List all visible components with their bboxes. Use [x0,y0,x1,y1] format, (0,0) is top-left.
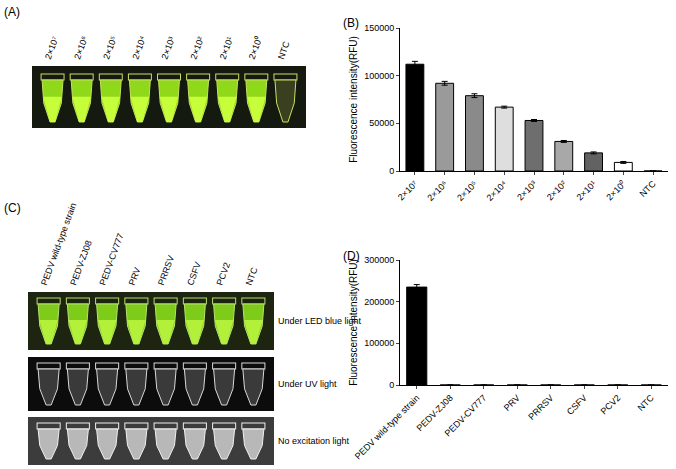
svg-text:PRV: PRV [127,266,143,287]
svg-text:Fluorescence intensity(RFU): Fluorescence intensity(RFU) [348,259,359,386]
svg-text:PRRSV: PRRSV [156,254,176,287]
svg-text:Fluorescence intensity(RFU): Fluorescence intensity(RFU) [348,36,359,163]
svg-text:2×10²: 2×10² [189,35,206,60]
svg-text:CSFV: CSFV [185,261,203,287]
svg-text:NTC: NTC [276,39,292,60]
svg-text:Under UV light: Under UV light [278,379,337,389]
svg-text:PRV: PRV [502,393,522,413]
svg-text:2×10⁴: 2×10⁴ [485,179,509,203]
svg-text:2×10⁴: 2×10⁴ [130,34,148,60]
svg-text:100000: 100000 [364,71,394,81]
svg-text:2×10⁵: 2×10⁵ [101,34,119,60]
svg-text:150000: 150000 [364,23,394,33]
svg-text:2×10⁶: 2×10⁶ [425,179,449,203]
svg-text:PRRSV: PRRSV [526,393,555,422]
svg-text:No excitation light: No excitation light [278,436,350,446]
svg-text:NTC: NTC [638,178,659,199]
svg-text:PEDV wild-type strain: PEDV wild-type strain [39,201,79,287]
svg-text:(A): (A) [4,5,20,19]
svg-text:PEDV-CV777: PEDV-CV777 [443,393,489,439]
svg-text:PEDV-CV777: PEDV-CV777 [98,232,126,287]
svg-text:2×10⁰: 2×10⁰ [247,35,264,60]
svg-text:2×10⁰: 2×10⁰ [604,179,628,203]
svg-text:(B): (B) [343,16,359,30]
svg-text:100000: 100000 [364,338,394,348]
svg-text:2×10³: 2×10³ [159,35,176,60]
svg-text:(C): (C) [4,201,21,215]
svg-text:0: 0 [389,380,394,390]
svg-text:PCV2: PCV2 [599,393,623,417]
svg-text:2×10³: 2×10³ [515,179,539,203]
svg-text:2×10²: 2×10² [545,179,569,203]
svg-text:2×10⁷: 2×10⁷ [396,179,420,203]
svg-text:PEDV-ZJ08: PEDV-ZJ08 [415,393,455,433]
svg-text:PCV2: PCV2 [215,261,232,287]
svg-text:NTC: NTC [244,265,260,286]
svg-text:CSFV: CSFV [565,393,589,417]
svg-text:2×10⁷: 2×10⁷ [43,35,60,61]
svg-text:(D): (D) [343,249,360,263]
svg-text:2×10⁵: 2×10⁵ [455,179,479,203]
svg-text:PEDV wild-type strain: PEDV wild-type strain [353,393,422,462]
svg-text:200000: 200000 [364,297,394,307]
svg-text:50000: 50000 [369,118,394,128]
svg-text:2×10⁶: 2×10⁶ [72,34,90,60]
svg-text:300000: 300000 [364,255,394,265]
svg-text:2×10¹: 2×10¹ [575,179,599,203]
svg-text:2×10¹: 2×10¹ [218,35,235,60]
svg-text:Under LED blue light: Under LED blue light [278,316,362,326]
svg-text:NTC: NTC [636,392,657,413]
svg-text:0: 0 [389,166,394,176]
svg-text:PEDV-ZJ08: PEDV-ZJ08 [68,239,93,287]
